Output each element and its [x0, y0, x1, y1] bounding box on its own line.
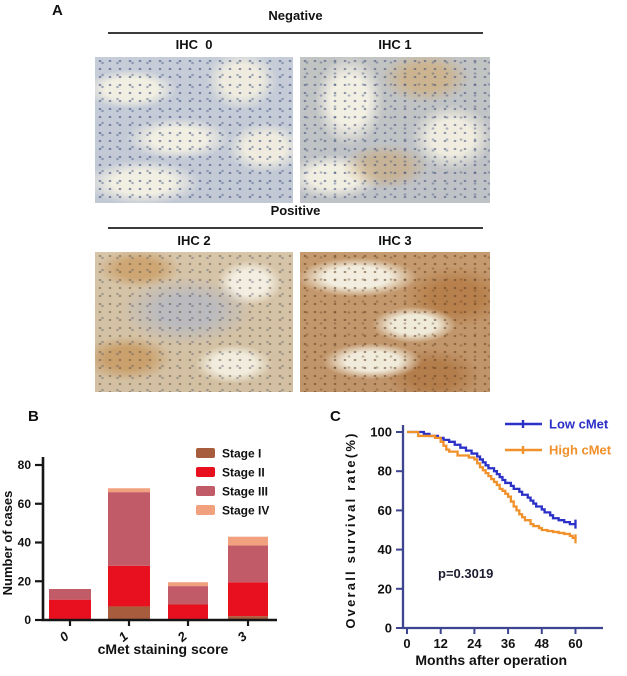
x-tick-label: 0 [57, 628, 73, 645]
bar-2-stage-ii [168, 604, 208, 620]
bar-0-stage-ii [49, 599, 91, 620]
x-tick-label: 48 [535, 636, 549, 651]
y-tick-label: 40 [378, 542, 392, 557]
km-xaxis-title: Months after operation [415, 652, 567, 668]
panel-a-letter: A [52, 2, 63, 19]
x-tick-label: 0 [403, 636, 410, 651]
x-tick-label: 36 [501, 636, 515, 651]
panel-b-letter: B [28, 408, 39, 425]
x-tick-label: 60 [568, 636, 582, 651]
bar-1-stage-iv [108, 488, 150, 493]
bar-3-stage-iii [228, 545, 268, 583]
panel-c-letter: C [330, 408, 341, 425]
ihc-3-micrograph [300, 252, 490, 392]
y-tick-label: 80 [18, 458, 32, 472]
ihc-0-label: IHC 0 [175, 37, 213, 52]
y-tick-label: 20 [18, 574, 32, 588]
y-tick-label: 60 [378, 503, 392, 518]
bar-0-stage-iii [49, 589, 91, 600]
y-tick-label: 60 [18, 497, 32, 511]
y-tick-label: 0 [385, 621, 392, 636]
legend-label: High cMet [549, 443, 612, 458]
ihc-2-label: IHC 2 [177, 233, 211, 248]
negative-group-title: Negative [268, 8, 323, 23]
bar-2-stage-iii [168, 586, 208, 605]
p-value-annotation: p=0.3019 [438, 566, 493, 581]
bar-yaxis-title: Number of cases [0, 491, 15, 596]
y-tick-label: 20 [378, 581, 392, 596]
bar-1-stage-ii [108, 565, 150, 607]
x-tick-label: 3 [235, 628, 251, 645]
bar-3-stage-iv [228, 536, 268, 546]
y-tick-label: 0 [24, 613, 31, 627]
legend-swatch-stage-iii [196, 486, 215, 496]
negative-group-header: Negative [108, 8, 483, 34]
ihc-1-label: IHC 1 [378, 37, 412, 52]
ihc-1-micrograph [300, 57, 490, 203]
y-tick-label: 40 [18, 536, 32, 550]
bar-3-stage-ii [228, 582, 268, 617]
legend-label: Stage I [222, 447, 261, 461]
positive-group-title: Positive [270, 203, 321, 218]
legend-label: Low cMet [549, 417, 609, 432]
ihc-2-micrograph [95, 252, 293, 392]
bar-2-stage-iv [168, 582, 208, 587]
bar-3-stage-i [228, 616, 268, 620]
y-tick-label: 80 [378, 464, 392, 479]
bar-xaxis-title: cMet staining score [98, 641, 229, 657]
km-yaxis-title: Overall survival rate(%) [343, 431, 358, 628]
ihc-0-micrograph [95, 57, 293, 203]
bar-1-stage-i [108, 606, 150, 620]
legend-label: Stage III [222, 485, 268, 499]
x-tick-label: 24 [467, 636, 482, 651]
legend-swatch-stage-ii [196, 467, 215, 477]
ihc-3-label: IHC 3 [378, 233, 412, 248]
legend-swatch-stage-iv [196, 505, 215, 515]
x-tick-label: 12 [433, 636, 447, 651]
positive-group-header: Positive [108, 203, 483, 229]
legend-label: Stage II [222, 466, 265, 480]
curve-high-cmet [407, 430, 577, 539]
legend-swatch-stage-i [196, 448, 215, 458]
legend-label: Stage IV [222, 504, 269, 518]
curve-low-cmet [407, 430, 576, 526]
y-tick-label: 100 [370, 425, 392, 440]
bar-1-stage-iii [108, 492, 150, 566]
